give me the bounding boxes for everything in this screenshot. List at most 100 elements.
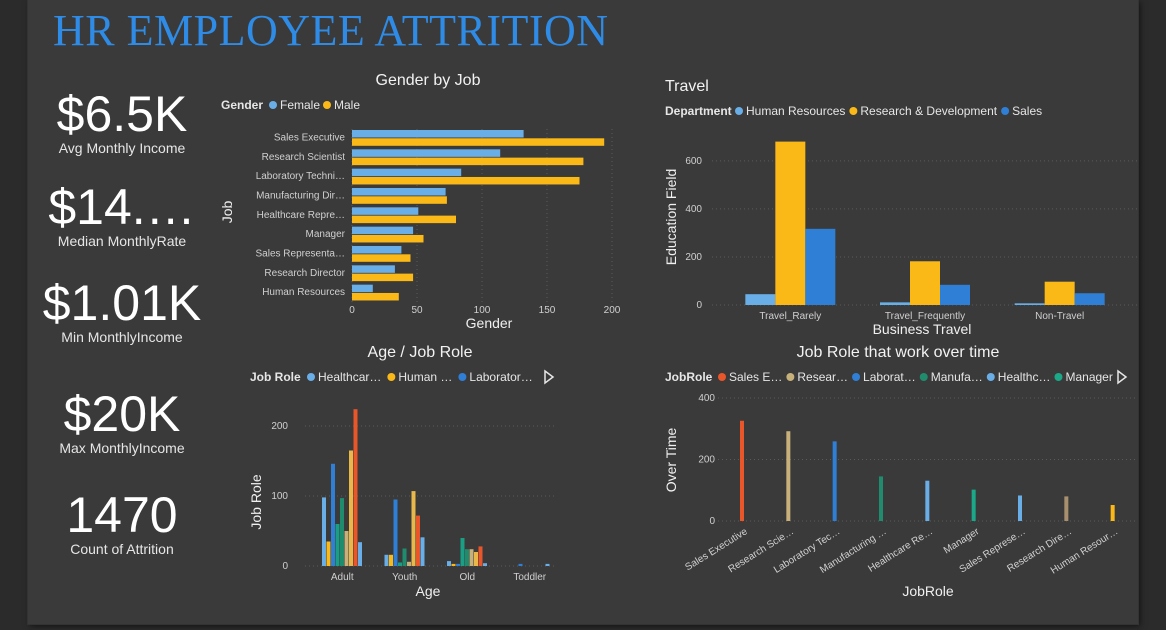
x-tick-label: Travel_Rarely bbox=[759, 311, 821, 322]
bar-female[interactable] bbox=[352, 246, 402, 254]
bar-department[interactable] bbox=[940, 284, 970, 305]
chart-title: Age / Job Role bbox=[368, 344, 473, 361]
bar-overtime[interactable] bbox=[879, 476, 883, 521]
bar-overtime[interactable] bbox=[832, 441, 837, 521]
bar-job-role[interactable] bbox=[402, 548, 407, 567]
kpi-median-monthly-rate: $14.… Median MonthlyRate bbox=[30, 179, 214, 249]
legend-title: Gender bbox=[221, 98, 263, 112]
legend-item-label[interactable]: Manager bbox=[1065, 370, 1112, 384]
bar-overtime[interactable] bbox=[1018, 495, 1022, 521]
x-axis-label: Business Travel bbox=[873, 321, 972, 337]
bar-job-role[interactable] bbox=[456, 563, 460, 566]
bar-job-role[interactable] bbox=[407, 561, 411, 566]
bar-job-role[interactable] bbox=[465, 549, 469, 566]
chart-title: Travel bbox=[665, 78, 709, 95]
legend-title: Department bbox=[665, 104, 732, 118]
legend-item-label[interactable]: Sales bbox=[1012, 104, 1042, 118]
y-axis-label: Job bbox=[219, 201, 235, 224]
bar-job-role[interactable] bbox=[411, 491, 416, 566]
bar-female[interactable] bbox=[352, 284, 373, 293]
bar-male[interactable] bbox=[352, 273, 414, 282]
legend-item-label[interactable]: Laborat… bbox=[863, 370, 916, 384]
legend-item-swatch bbox=[387, 373, 396, 381]
legend-item-label[interactable]: Healthc… bbox=[998, 370, 1051, 384]
kpi-avg-monthly-income: $6.5K Avg Monthly Income bbox=[30, 86, 214, 156]
bar-job-role[interactable] bbox=[518, 563, 523, 566]
kpi-label: Min MonthlyIncome bbox=[61, 329, 183, 345]
legend-item-label[interactable]: Healthcar… bbox=[318, 370, 381, 384]
legend-female-swatch bbox=[269, 101, 277, 109]
bar-male[interactable] bbox=[352, 157, 584, 166]
bar-male[interactable] bbox=[352, 215, 456, 224]
legend-item-label[interactable]: Sales E… bbox=[729, 370, 782, 384]
legend-item-label[interactable]: Laborator… bbox=[469, 370, 532, 384]
bar-job-role[interactable] bbox=[420, 537, 425, 566]
legend-female-label[interactable]: Female bbox=[280, 98, 320, 112]
bar-overtime[interactable] bbox=[1110, 505, 1115, 521]
bar-department[interactable] bbox=[745, 294, 776, 305]
legend-item-label[interactable]: Research & Development bbox=[860, 104, 997, 118]
bar-overtime[interactable] bbox=[971, 489, 976, 521]
bar-male[interactable] bbox=[352, 196, 447, 204]
bar-job-role[interactable] bbox=[389, 554, 393, 566]
bar-department[interactable] bbox=[910, 261, 940, 305]
bar-job-role[interactable] bbox=[340, 498, 344, 566]
bar-job-role[interactable] bbox=[451, 563, 456, 566]
bar-job-role[interactable] bbox=[358, 542, 362, 566]
x-tick-label: Old bbox=[459, 572, 475, 583]
bar-job-role[interactable] bbox=[478, 546, 483, 566]
bar-department[interactable] bbox=[880, 302, 910, 305]
legend-item-label[interactable]: Manufa… bbox=[931, 370, 983, 384]
legend-male-label[interactable]: Male bbox=[334, 98, 360, 112]
bar-female[interactable] bbox=[352, 149, 501, 157]
page-title: HR EMPLOYEE ATTRITION bbox=[53, 6, 609, 55]
kpi-label: Count of Attrition bbox=[70, 541, 174, 557]
bar-male[interactable] bbox=[352, 254, 411, 262]
bar-department[interactable] bbox=[1014, 303, 1045, 305]
legend-item-label[interactable]: Human Resources bbox=[746, 104, 845, 118]
bar-job-role[interactable] bbox=[474, 552, 478, 566]
bar-job-role[interactable] bbox=[393, 499, 398, 567]
legend-item-label[interactable]: Human … bbox=[398, 370, 452, 384]
bar-overtime[interactable] bbox=[740, 420, 744, 521]
bar-job-role[interactable] bbox=[545, 563, 550, 566]
bar-job-role[interactable] bbox=[483, 563, 487, 566]
bar-female[interactable] bbox=[352, 168, 462, 177]
bar-job-role[interactable] bbox=[353, 409, 358, 566]
bar-job-role[interactable] bbox=[326, 541, 331, 567]
bar-job-role[interactable] bbox=[460, 538, 465, 566]
kpi-value: $6.5K bbox=[56, 86, 188, 142]
bar-female[interactable] bbox=[352, 226, 414, 235]
bar-job-role[interactable] bbox=[349, 450, 353, 567]
bar-department[interactable] bbox=[805, 228, 836, 305]
y-tick-label: 600 bbox=[685, 156, 702, 167]
bar-department[interactable] bbox=[1044, 281, 1075, 305]
bar-male[interactable] bbox=[352, 138, 605, 146]
legend-male-swatch bbox=[323, 101, 331, 109]
bar-job-role[interactable] bbox=[322, 497, 326, 566]
bar-male[interactable] bbox=[352, 292, 399, 301]
bar-department[interactable] bbox=[1074, 293, 1105, 305]
bar-male[interactable] bbox=[352, 176, 580, 185]
legend-next-arrow-icon[interactable] bbox=[544, 369, 555, 385]
bar-job-role[interactable] bbox=[344, 531, 349, 566]
bar-overtime[interactable] bbox=[786, 431, 791, 521]
bar-department[interactable] bbox=[775, 141, 806, 305]
bar-job-role[interactable] bbox=[469, 549, 474, 566]
bar-job-role[interactable] bbox=[384, 554, 389, 566]
bar-job-role[interactable] bbox=[416, 515, 420, 566]
bar-overtime[interactable] bbox=[1064, 496, 1069, 521]
bar-female[interactable] bbox=[352, 188, 446, 196]
bar-job-role[interactable] bbox=[447, 561, 451, 566]
bar-female[interactable] bbox=[352, 265, 395, 273]
bar-female[interactable] bbox=[352, 207, 419, 215]
bar-overtime[interactable] bbox=[925, 480, 930, 521]
legend-next-arrow-icon[interactable] bbox=[1117, 369, 1128, 385]
bar-job-role[interactable] bbox=[398, 562, 402, 567]
legend-item-swatch bbox=[1054, 373, 1063, 381]
legend-item-label[interactable]: Resear… bbox=[797, 370, 848, 384]
bar-female[interactable] bbox=[352, 130, 524, 138]
bar-job-role[interactable] bbox=[335, 524, 340, 566]
bar-job-role[interactable] bbox=[331, 463, 335, 566]
bar-male[interactable] bbox=[352, 234, 424, 243]
